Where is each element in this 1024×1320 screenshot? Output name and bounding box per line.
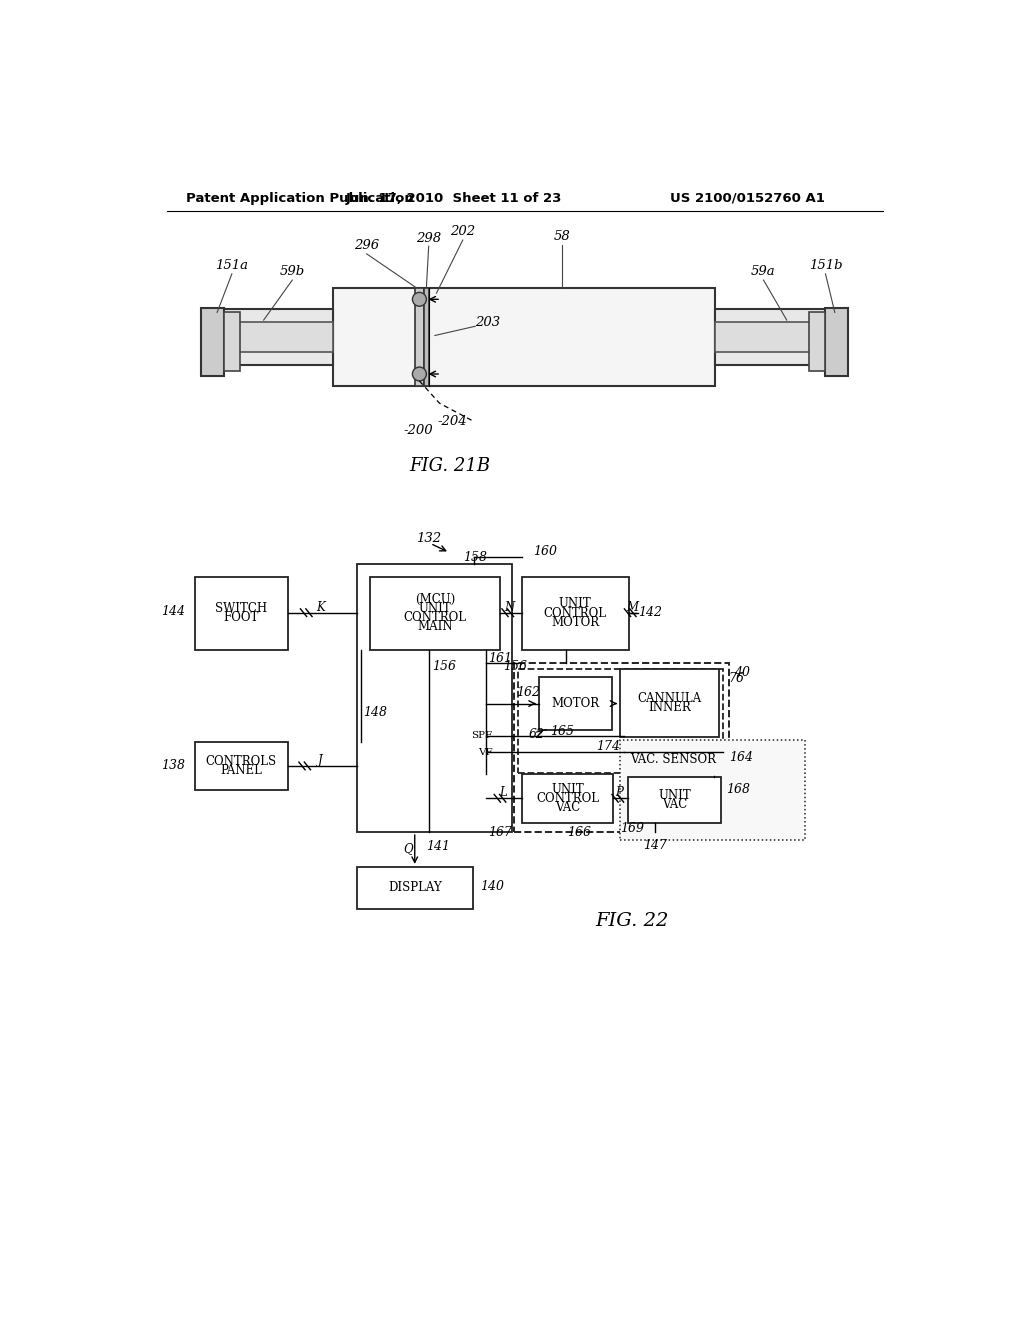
Bar — [356, 867, 473, 909]
Text: 151b: 151b — [809, 259, 843, 272]
Bar — [621, 669, 719, 737]
Bar — [195, 577, 288, 649]
Bar — [334, 288, 716, 385]
Text: 156: 156 — [432, 660, 456, 673]
Text: 296: 296 — [354, 239, 379, 252]
Bar — [624, 743, 723, 776]
Bar — [224, 313, 240, 371]
Text: CONTROL: CONTROL — [403, 611, 466, 624]
Bar — [824, 308, 848, 376]
Text: 166: 166 — [567, 826, 591, 840]
Text: 165: 165 — [550, 725, 574, 738]
Text: 140: 140 — [480, 880, 504, 894]
Bar — [809, 313, 824, 371]
Text: J: J — [317, 754, 323, 767]
Text: US 2100/0152760 A1: US 2100/0152760 A1 — [671, 191, 825, 205]
Text: 59a: 59a — [752, 265, 776, 279]
Text: 148: 148 — [364, 706, 388, 719]
Text: 138: 138 — [162, 759, 185, 772]
Text: PANEL: PANEL — [220, 764, 262, 777]
Text: -200: -200 — [403, 424, 433, 437]
Text: VAC: VAC — [662, 797, 687, 810]
Text: 174: 174 — [597, 741, 621, 754]
Text: L: L — [500, 787, 507, 800]
Bar — [424, 288, 429, 385]
Text: FIG. 22: FIG. 22 — [595, 912, 669, 929]
Text: K: K — [315, 601, 325, 614]
Text: 62: 62 — [528, 727, 545, 741]
Text: 160: 160 — [532, 545, 557, 557]
Text: 144: 144 — [162, 605, 185, 618]
Text: -204: -204 — [438, 414, 468, 428]
Text: 298: 298 — [416, 231, 441, 244]
Text: 167: 167 — [488, 826, 512, 840]
Circle shape — [413, 293, 426, 306]
Bar — [518, 669, 723, 774]
Text: P: P — [615, 787, 624, 800]
Text: CONTROL: CONTROL — [536, 792, 599, 805]
Text: 202: 202 — [451, 226, 475, 239]
Bar — [514, 663, 729, 832]
Bar — [716, 309, 834, 364]
Text: Q: Q — [403, 842, 414, 855]
Text: 132: 132 — [416, 532, 441, 545]
Text: VF: VF — [477, 747, 493, 756]
Text: 156: 156 — [504, 660, 527, 673]
Text: (MCU): (MCU) — [415, 593, 455, 606]
Text: 169: 169 — [620, 822, 644, 834]
Text: MOTOR: MOTOR — [552, 697, 600, 710]
Bar — [415, 288, 424, 385]
Text: UNIT: UNIT — [658, 789, 691, 801]
Text: INNER: INNER — [648, 701, 691, 714]
Bar — [621, 739, 805, 840]
Text: Jun. 17, 2010  Sheet 11 of 23: Jun. 17, 2010 Sheet 11 of 23 — [345, 191, 562, 205]
Bar — [215, 309, 334, 364]
Text: 158: 158 — [463, 550, 487, 564]
Text: CONTROLS: CONTROLS — [206, 755, 276, 768]
Text: 147: 147 — [643, 838, 667, 851]
Text: DISPLAY: DISPLAY — [388, 882, 441, 895]
Text: 59b: 59b — [280, 265, 305, 279]
Text: 76: 76 — [729, 672, 744, 685]
Text: FOOT: FOOT — [223, 611, 259, 624]
Text: 161: 161 — [488, 652, 512, 665]
Text: 58: 58 — [554, 230, 570, 243]
Text: M: M — [626, 601, 638, 614]
Bar — [356, 564, 512, 832]
Text: 164: 164 — [729, 751, 754, 764]
Text: N: N — [504, 601, 514, 614]
Bar — [521, 577, 629, 649]
Text: 142: 142 — [638, 606, 662, 619]
Text: 203: 203 — [475, 317, 501, 329]
Bar — [215, 322, 334, 352]
Text: UNIT: UNIT — [551, 783, 584, 796]
Text: 40: 40 — [734, 667, 750, 680]
Text: FIG. 21B: FIG. 21B — [409, 458, 490, 475]
Text: CONTROL: CONTROL — [544, 607, 606, 619]
Text: Patent Application Publication: Patent Application Publication — [186, 191, 414, 205]
Bar — [370, 577, 500, 649]
Bar — [195, 742, 288, 789]
Text: UNIT: UNIT — [419, 602, 452, 615]
Text: 162: 162 — [516, 685, 540, 698]
Text: 168: 168 — [726, 783, 751, 796]
Bar — [716, 322, 834, 352]
Text: SWITCH: SWITCH — [215, 602, 267, 615]
Bar — [521, 775, 613, 822]
Text: 141: 141 — [426, 840, 451, 853]
Text: UNIT: UNIT — [559, 598, 592, 610]
Text: CANNULA: CANNULA — [638, 692, 701, 705]
Text: MOTOR: MOTOR — [551, 615, 599, 628]
Text: SPF: SPF — [471, 731, 493, 741]
Text: 151a: 151a — [215, 259, 249, 272]
Bar — [539, 677, 612, 730]
Bar — [628, 776, 721, 822]
Bar — [201, 308, 224, 376]
Circle shape — [413, 367, 426, 381]
Text: VAC: VAC — [555, 801, 580, 814]
Text: MAIN: MAIN — [417, 620, 453, 634]
Text: VAC. SENSOR: VAC. SENSOR — [631, 754, 717, 767]
